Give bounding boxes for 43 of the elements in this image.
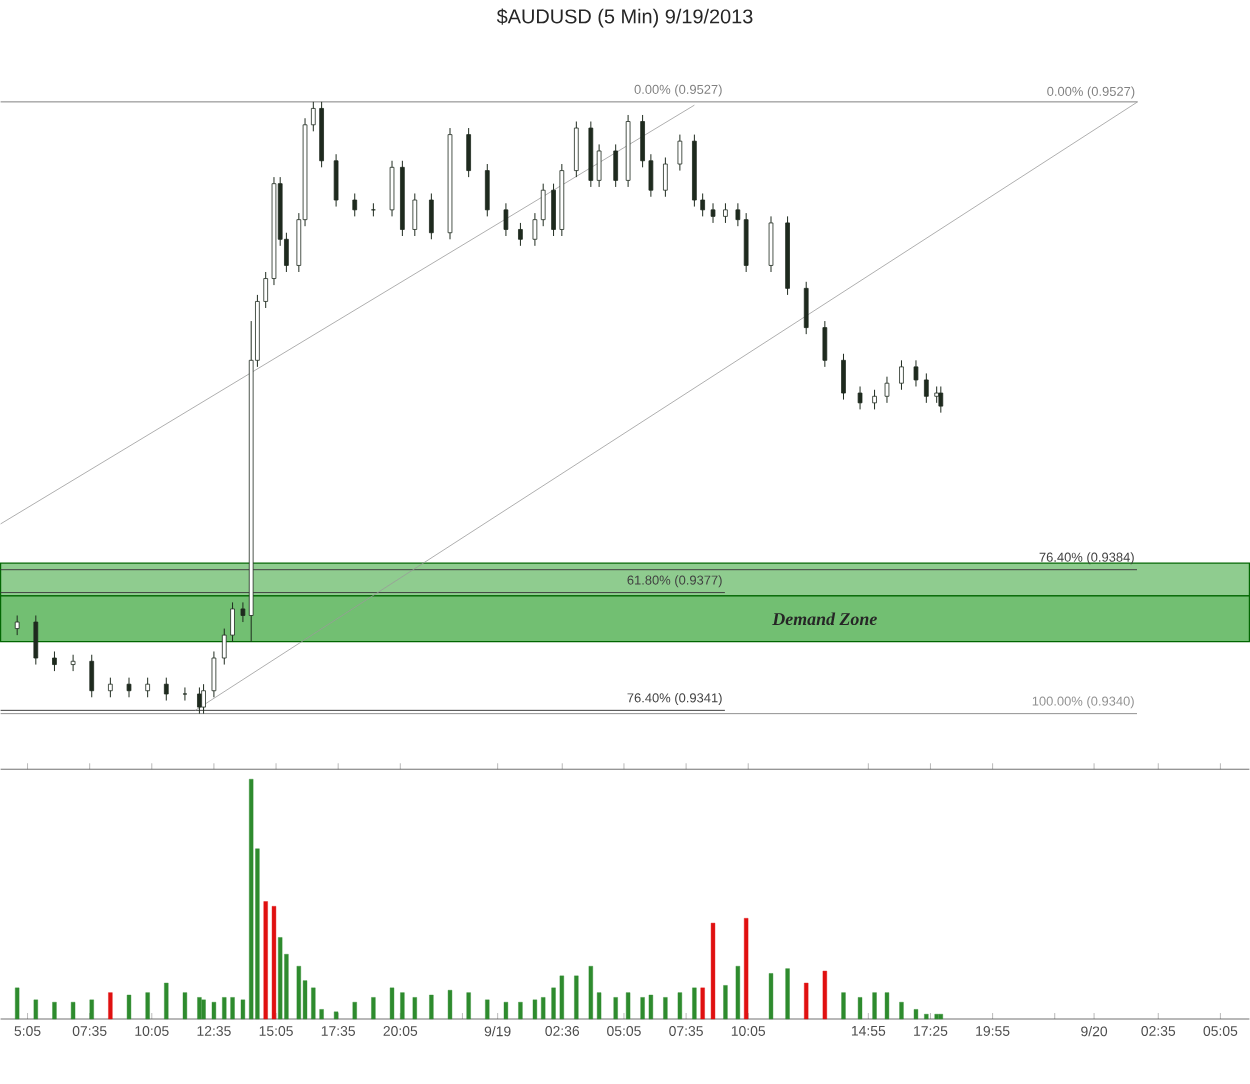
candlestick <box>613 143 619 187</box>
candlestick <box>841 352 846 400</box>
candlestick <box>884 375 890 403</box>
candlestick <box>333 153 339 207</box>
candlestick <box>857 385 863 410</box>
candlestick <box>677 133 683 171</box>
candlestick <box>145 676 150 698</box>
candlestick <box>466 127 471 178</box>
candlestick <box>573 120 579 178</box>
candlestick <box>33 614 39 665</box>
candlestick <box>503 202 509 237</box>
candlestick <box>163 676 169 701</box>
candlestick <box>201 683 206 714</box>
candlestick <box>735 202 741 227</box>
candlestick <box>182 686 188 701</box>
candlestick <box>518 221 523 246</box>
candlestick <box>429 192 434 240</box>
candlestick <box>913 359 919 387</box>
candlestick <box>822 320 828 367</box>
chart-title: $AUDUSD (5 Min) 9/19/2013 <box>496 8 753 27</box>
candlestick <box>412 192 418 237</box>
candlestick <box>596 143 602 187</box>
candlestick <box>484 163 490 217</box>
candlestick <box>710 202 716 223</box>
candlestick <box>52 650 57 672</box>
candlestick <box>872 388 877 410</box>
candlestick <box>899 359 904 390</box>
candlestick <box>126 676 132 698</box>
candlestick <box>14 614 20 636</box>
candlestick <box>211 650 217 698</box>
candlestick <box>108 676 113 698</box>
candlestick <box>803 280 809 335</box>
candlestick <box>743 212 749 273</box>
candlestick <box>89 653 95 698</box>
candlestick <box>723 202 728 223</box>
candlestick <box>923 372 929 403</box>
band-label: Demand Zone <box>772 611 877 625</box>
candlestick <box>70 653 76 672</box>
candlestick <box>663 156 668 197</box>
candlestick <box>768 215 774 273</box>
candlestick <box>352 192 358 217</box>
candlestick <box>389 159 395 217</box>
candlestick <box>197 686 202 714</box>
